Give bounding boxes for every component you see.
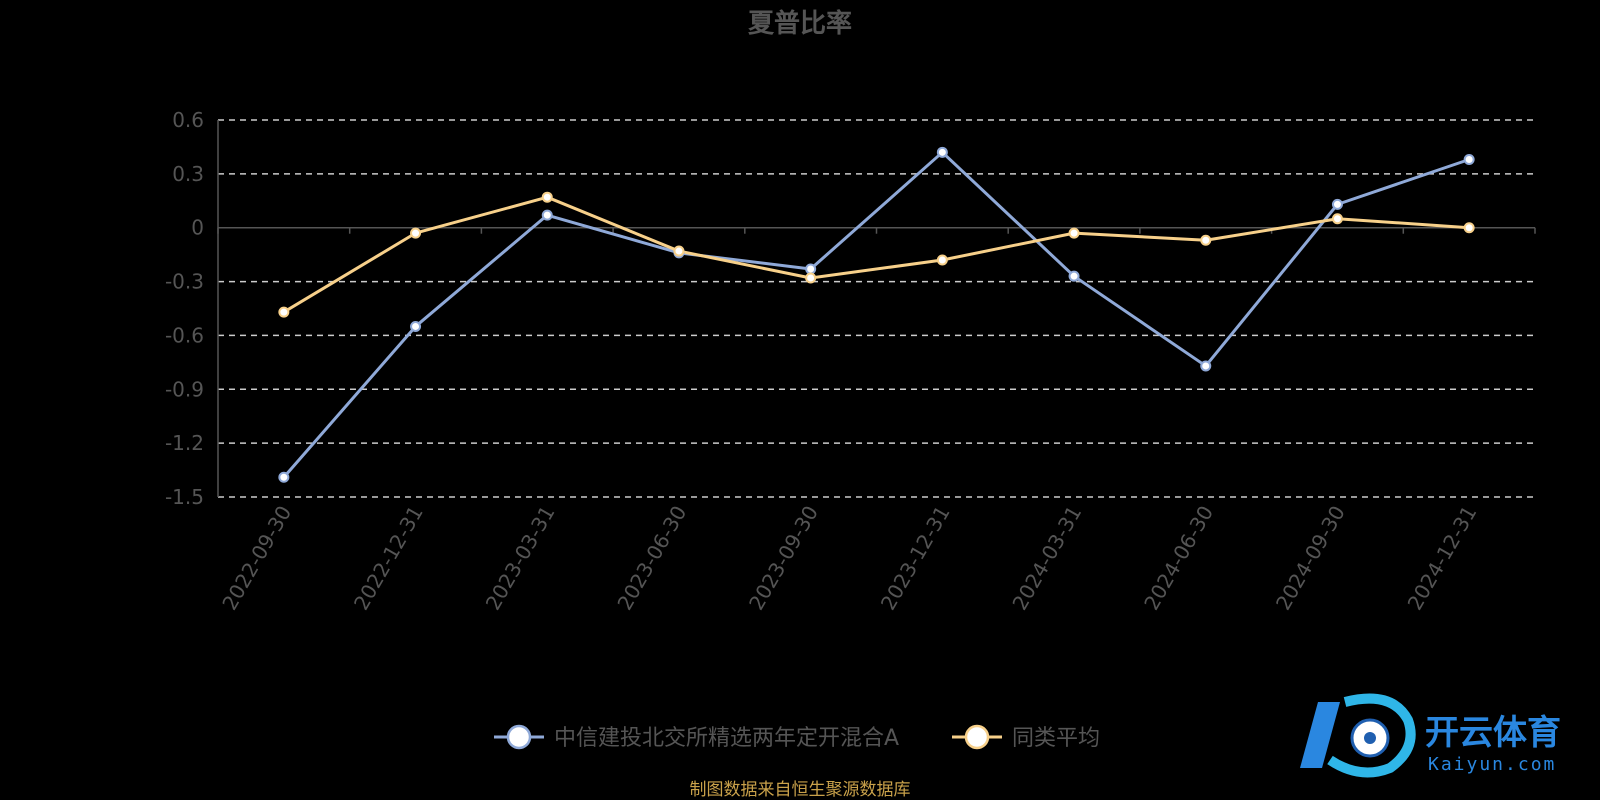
x-tick-label: 2022-09-30: [217, 502, 296, 615]
legend-item-1[interactable]: 同类平均: [952, 724, 1100, 751]
data-point[interactable]: [805, 263, 817, 275]
legend-label: 同类平均: [1012, 726, 1100, 751]
chart-title: 夏普比率: [748, 8, 852, 39]
x-tick-label: 2024-09-30: [1271, 502, 1350, 615]
legend-item-0[interactable]: 中信建投北交所精选两年定开混合A: [494, 724, 899, 751]
grid: [218, 119, 1535, 498]
y-axis-ticks: 0.6 0.3 0 -0.3 -0.6 -0.9 -1.2 -1.5: [165, 108, 204, 509]
data-point[interactable]: [936, 254, 948, 266]
legend[interactable]: 中信建投北交所精选两年定开混合A 同类平均: [494, 724, 1100, 751]
watermark-logo-icon: [1300, 693, 1416, 778]
legend-marker-icon: [964, 724, 990, 750]
data-point[interactable]: [1331, 213, 1343, 225]
y-tick-label: -0.3: [165, 270, 204, 294]
x-tick-label: 2023-12-31: [876, 502, 955, 615]
axes: [217, 120, 1536, 497]
y-tick-label: -0.9: [165, 377, 204, 401]
x-tick-label: 2022-12-31: [349, 502, 428, 615]
data-point[interactable]: [278, 306, 290, 318]
data-point[interactable]: [1463, 222, 1475, 234]
y-tick-label: 0: [191, 216, 204, 240]
data-point[interactable]: [805, 272, 817, 284]
source-note: 制图数据来自恒生聚源数据库: [690, 780, 911, 800]
watermark: 开云体育 Kaiyun.com: [1300, 693, 1561, 778]
y-tick-label: 0.3: [172, 162, 204, 186]
y-tick-label: -0.6: [165, 323, 204, 347]
x-axis-ticks: 2022-09-30 2022-12-31 2023-03-31 2023-06-30…: [217, 502, 1481, 615]
legend-marker-icon: [506, 724, 532, 750]
data-point[interactable]: [936, 146, 948, 158]
data-point[interactable]: [1463, 153, 1475, 165]
y-tick-label: 0.6: [172, 108, 204, 132]
x-tick-label: 2024-12-31: [1403, 502, 1482, 615]
data-point[interactable]: [541, 209, 553, 221]
data-point[interactable]: [1200, 360, 1212, 372]
series-group: [278, 146, 1475, 483]
data-point[interactable]: [410, 227, 422, 239]
x-tick-label: 2024-06-30: [1139, 502, 1218, 615]
data-point[interactable]: [673, 245, 685, 257]
data-point[interactable]: [410, 320, 422, 332]
data-point[interactable]: [1068, 227, 1080, 239]
data-point[interactable]: [1068, 270, 1080, 282]
x-tick-label: 2023-09-30: [744, 502, 823, 615]
watermark-sub: Kaiyun.com: [1428, 754, 1556, 775]
x-tick-label: 2023-03-31: [481, 502, 560, 615]
x-tick-label: 2023-06-30: [612, 502, 691, 615]
legend-label: 中信建投北交所精选两年定开混合A: [554, 726, 899, 751]
data-point[interactable]: [1200, 234, 1212, 246]
series-line-0: [282, 150, 1470, 479]
x-tick-label: 2024-03-31: [1007, 502, 1086, 615]
series-line-1: [283, 195, 1470, 314]
watermark-brand: 开云体育: [1425, 713, 1561, 753]
data-point[interactable]: [541, 191, 553, 203]
data-point[interactable]: [1331, 198, 1343, 210]
data-point[interactable]: [278, 471, 290, 483]
y-tick-label: -1.2: [165, 431, 204, 455]
y-tick-label: -1.5: [165, 485, 204, 509]
